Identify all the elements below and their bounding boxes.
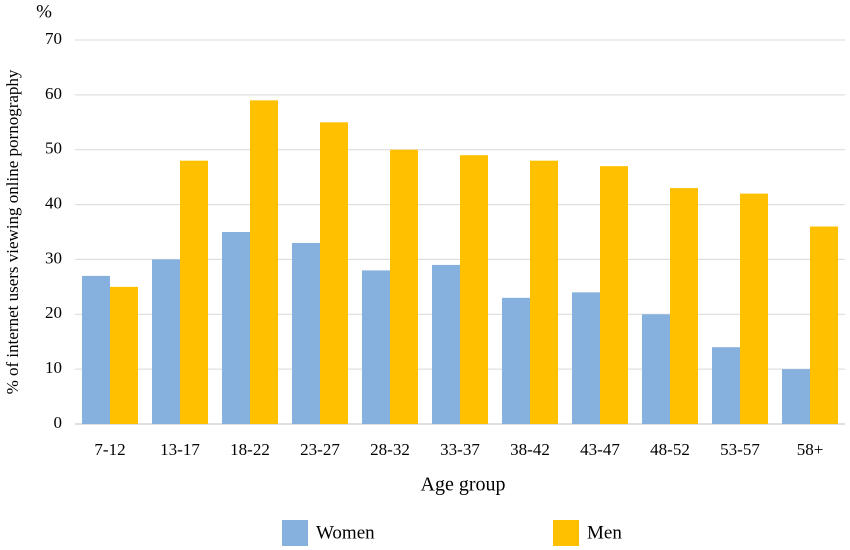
legend-label: Men	[587, 522, 622, 543]
y-tick-label: 50	[45, 139, 62, 158]
legend-swatch	[282, 520, 308, 546]
legend-swatch	[553, 520, 579, 546]
y-tick-label: 20	[45, 303, 62, 322]
bar	[180, 160, 208, 424]
bar	[600, 166, 628, 424]
bar	[432, 264, 460, 424]
bar	[250, 100, 278, 424]
y-unit: %	[36, 1, 52, 22]
x-tick-label: 7-12	[94, 440, 125, 459]
bar	[292, 242, 320, 424]
x-tick-label: 13-17	[160, 440, 200, 459]
bar	[530, 160, 558, 424]
y-tick-label: 60	[45, 84, 62, 103]
x-tick-label: 43-47	[580, 440, 620, 459]
x-tick-label: 23-27	[300, 440, 340, 459]
bar	[110, 286, 138, 424]
x-tick-label: 33-37	[440, 440, 480, 459]
bar	[810, 226, 838, 424]
bar	[782, 369, 810, 424]
x-tick-label: 53-57	[720, 440, 760, 459]
y-tick-label: 30	[45, 248, 62, 267]
y-tick-label: 0	[54, 413, 63, 432]
bar	[712, 347, 740, 424]
bar	[222, 232, 250, 424]
bar	[362, 270, 390, 424]
bar	[82, 275, 110, 424]
y-axis-label: % of internet users viewing online porno…	[3, 69, 22, 394]
x-tick-label: 18-22	[230, 440, 270, 459]
y-tick-label: 10	[45, 358, 62, 377]
bar	[502, 297, 530, 424]
y-tick-label: 70	[45, 29, 62, 48]
bar	[460, 155, 488, 424]
bar	[670, 188, 698, 424]
x-tick-label: 28-32	[370, 440, 410, 459]
bar	[320, 122, 348, 425]
bar	[572, 292, 600, 424]
bar	[642, 314, 670, 424]
legend-label: Women	[316, 522, 375, 543]
x-axis-label: Age group	[421, 474, 506, 496]
bar	[152, 259, 180, 424]
bar	[740, 193, 768, 424]
x-tick-label: 38-42	[510, 440, 550, 459]
x-tick-label: 48-52	[650, 440, 690, 459]
y-tick-label: 40	[45, 193, 62, 212]
bar	[390, 149, 418, 424]
x-tick-label: 58+	[797, 440, 824, 459]
